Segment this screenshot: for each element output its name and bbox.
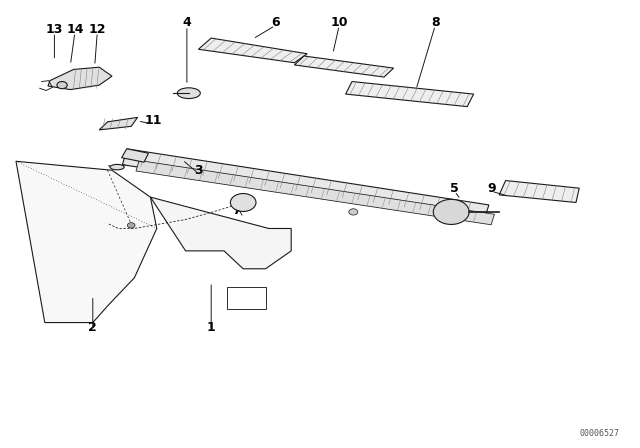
Polygon shape [122,149,148,162]
Text: 3: 3 [194,164,203,177]
Text: 1: 1 [207,320,216,334]
Text: 6: 6 [271,16,280,29]
Ellipse shape [110,164,124,170]
Polygon shape [122,149,489,221]
Polygon shape [99,117,138,130]
Polygon shape [16,161,157,323]
Text: 2: 2 [88,320,97,334]
Ellipse shape [177,88,200,99]
Circle shape [433,199,469,224]
Polygon shape [48,67,112,90]
Polygon shape [136,160,495,225]
Text: 4: 4 [182,16,191,29]
Circle shape [127,223,135,228]
Circle shape [230,194,256,211]
Text: 9: 9 [487,181,496,195]
Text: 8: 8 [431,16,440,29]
Text: 5: 5 [450,181,459,195]
Circle shape [349,209,358,215]
Polygon shape [198,38,307,63]
Polygon shape [150,197,291,269]
Text: 7: 7 [232,204,241,217]
Text: 00006527: 00006527 [580,429,620,438]
Polygon shape [499,181,579,202]
Text: 10: 10 [330,16,348,29]
Polygon shape [294,56,394,77]
Text: 11: 11 [145,114,163,128]
Text: 13: 13 [45,22,63,36]
Text: 14: 14 [66,22,84,36]
Polygon shape [346,82,474,107]
Text: 12: 12 [88,22,106,36]
Circle shape [57,82,67,89]
